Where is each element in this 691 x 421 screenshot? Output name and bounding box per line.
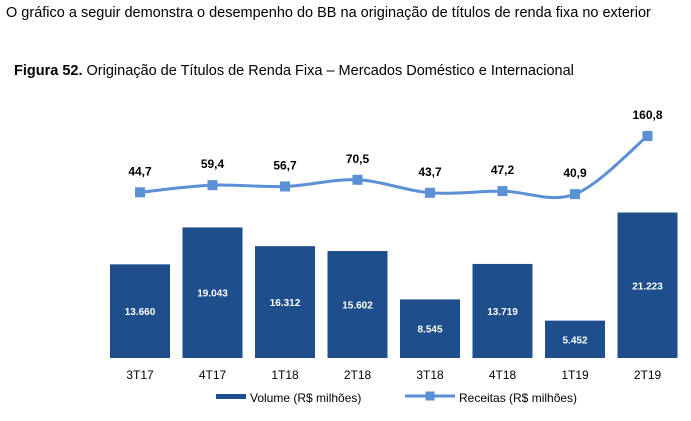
x-tick-label: 3T18 [416,368,444,382]
point-label-3T18: 43,7 [418,165,442,179]
figure-title: Originação de Títulos de Renda Fixa – Me… [86,63,574,79]
point-receitas-3T17 [135,187,145,198]
point-receitas-1T18 [280,181,290,192]
point-label-3T17: 44,7 [128,164,152,178]
point-receitas-2T19 [642,131,653,141]
intro-text: O gráfico a seguir demonstra o desempenh… [6,5,651,21]
bar-label-1T18: 16.312 [270,298,301,309]
bar-label-1T19: 5.452 [562,335,587,346]
bar-volume-2T18 [327,251,388,358]
bar-label-2T18: 15.602 [342,301,373,312]
x-tick-label: 1T19 [561,368,589,382]
point-receitas-2T18 [352,174,363,185]
legend-label-volume: Volume (R$ milhões) [250,391,361,405]
bar-label-2T19: 21.223 [632,281,663,292]
point-label-2T18: 70,5 [346,152,370,166]
bar-volume-3T18 [400,299,460,358]
point-label-4T17: 59,4 [201,157,225,171]
bar-volume-4T18 [472,263,533,358]
x-tick-label: 4T18 [489,368,517,382]
bar-volume-4T17 [182,227,243,358]
figure-caption: Figura 52. Originação de Títulos de Rend… [14,63,574,79]
x-tick-label: 1T18 [271,368,299,382]
x-tick-label: 4T17 [199,368,227,382]
figure-label: Figura 52. [14,63,83,79]
point-receitas-3T18 [425,187,435,198]
x-tick-label: 3T17 [126,368,154,382]
x-tick-label: 2T18 [344,368,372,382]
point-receitas-4T17 [207,180,218,191]
legend-swatch-receitas-marker [425,391,435,401]
bar-label-3T17: 13.660 [125,307,156,318]
bar-volume-1T19 [545,320,605,358]
point-receitas-4T18 [497,186,508,197]
bar-volume-2T19 [617,212,678,358]
point-label-2T19: 160,8 [632,108,662,122]
point-label-1T19: 40,9 [563,166,587,180]
legend-swatch-volume [216,394,246,399]
bar-label-3T18: 8.545 [417,325,442,336]
x-tick-label: 2T19 [634,368,662,382]
bar-label-4T17: 19.043 [197,289,228,300]
point-receitas-1T19 [570,189,580,200]
bar-volume-1T18 [255,246,315,358]
point-label-4T18: 47,2 [491,163,515,177]
point-label-1T18: 56,7 [273,158,297,172]
bar-label-4T18: 13.719 [487,307,518,318]
bar-volume-3T17 [110,264,170,358]
legend-label-receitas: Receitas (R$ milhões) [459,391,577,405]
